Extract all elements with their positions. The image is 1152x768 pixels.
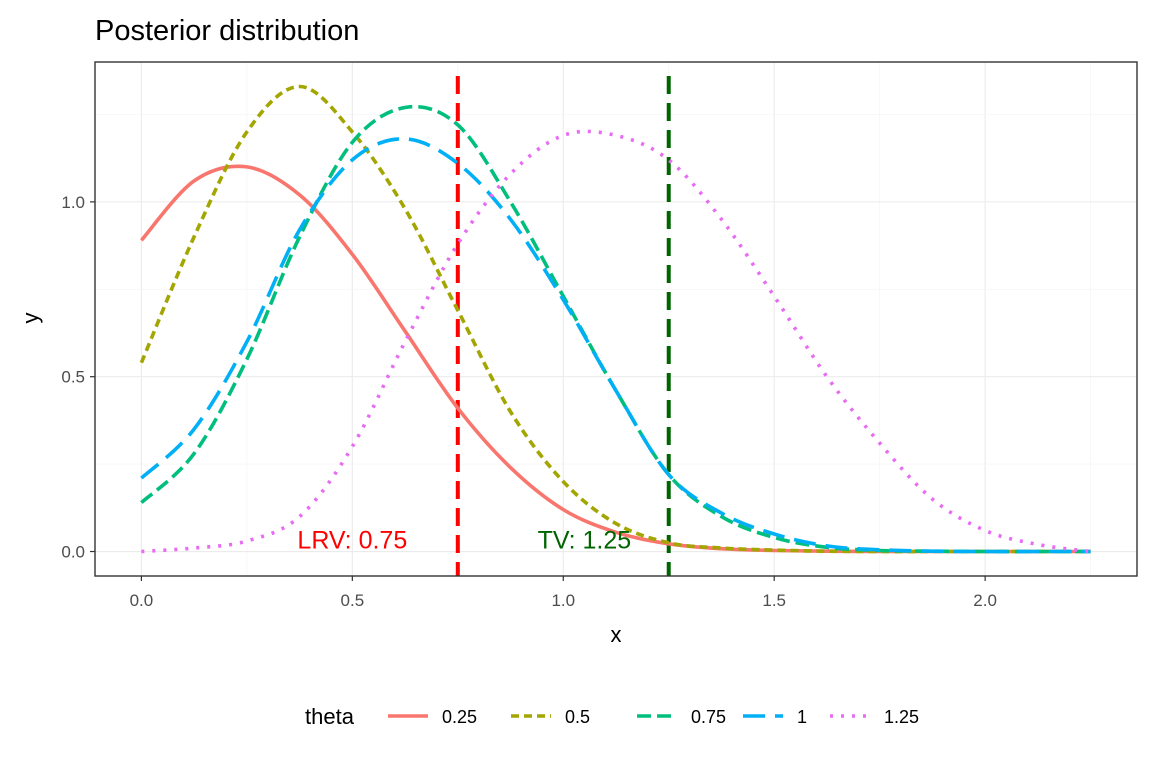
series-lines — [139, 84, 1091, 554]
y-tick-label: 0.5 — [61, 368, 85, 387]
x-tick-label: 0.0 — [130, 591, 154, 610]
x-tick-label: 2.0 — [973, 591, 997, 610]
x-axis-ticks: 0.0 0.5 1.0 1.5 2.0 — [130, 576, 997, 610]
y-axis-ticks: 0.0 0.5 1.0 — [61, 193, 95, 562]
reference-line-label: LRV: 0.75 — [297, 527, 407, 555]
x-tick-label: 0.5 — [341, 591, 365, 610]
x-tick-label: 1.0 — [551, 591, 575, 610]
y-axis-title: y — [18, 313, 43, 324]
series-line-0.75 — [140, 104, 1091, 554]
legend: theta 0.25 0.5 0.75 1 1.25 — [305, 704, 919, 729]
series-line-0.5 — [139, 84, 1091, 554]
grid — [95, 62, 1137, 576]
reference-line-label: TV: 1.25 — [538, 527, 632, 555]
plot-panel-border — [94, 61, 1138, 577]
legend-label: 0.75 — [691, 707, 726, 727]
legend-label: 0.25 — [442, 707, 477, 727]
x-tick-label: 1.5 — [762, 591, 786, 610]
x-axis-title: x — [611, 622, 622, 647]
series-line-1.25 — [141, 129, 1091, 554]
series-line-1 — [140, 137, 1091, 554]
y-tick-label: 1.0 — [61, 193, 85, 212]
legend-label: 0.5 — [565, 707, 590, 727]
annotations: LRV: 0.75 TV: 1.25 — [297, 527, 631, 555]
reference-lines — [455, 76, 671, 576]
legend-title: theta — [305, 704, 355, 729]
chart-title: Posterior distribution — [95, 15, 359, 47]
legend-label: 1.25 — [884, 707, 919, 727]
series-line-0.25 — [140, 164, 1091, 554]
y-tick-label: 0.0 — [61, 543, 85, 562]
legend-label: 1 — [797, 707, 807, 727]
